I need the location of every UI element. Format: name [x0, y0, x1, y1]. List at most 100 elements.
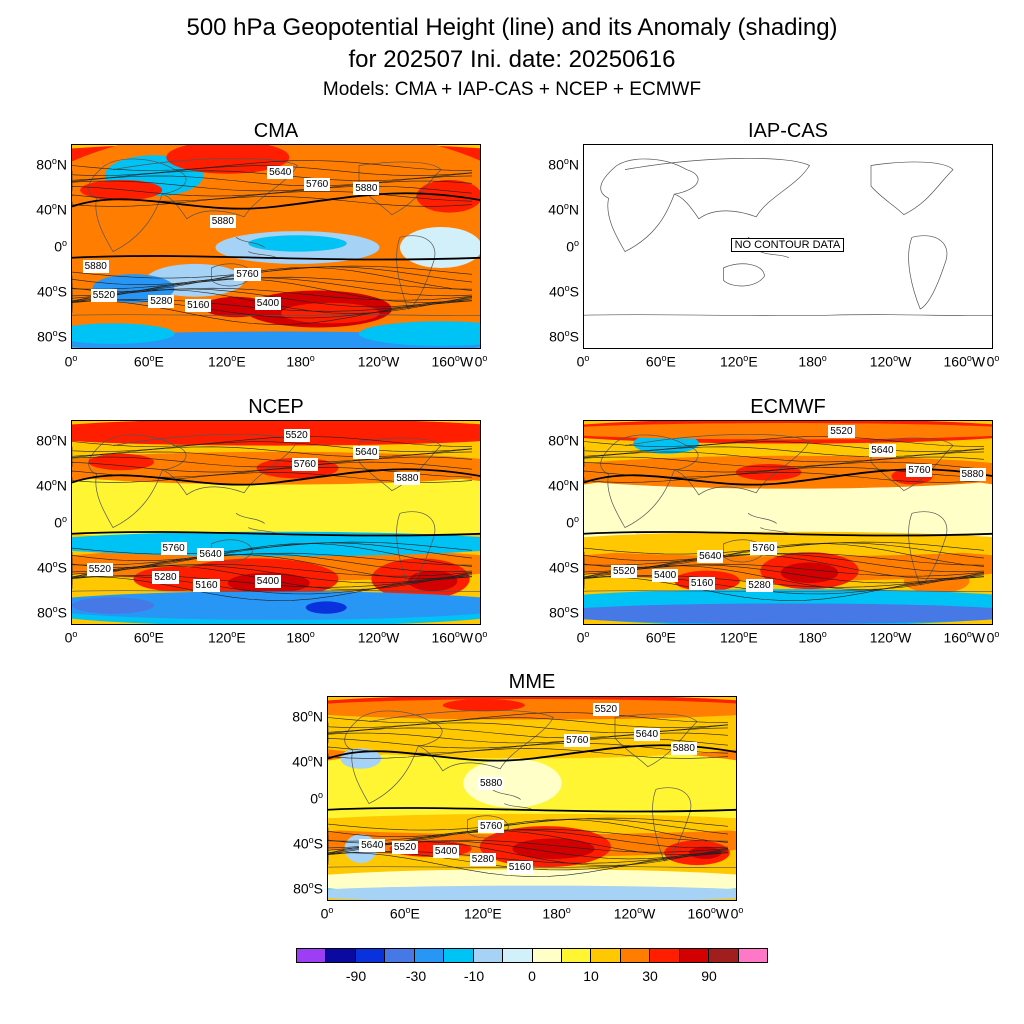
lat-tick-label: 0o: [54, 237, 67, 255]
lon-tick-label: 180o: [798, 629, 827, 646]
anomaly-shading-region: [735, 464, 802, 481]
lat-tick-label: 80oS: [37, 327, 67, 345]
colorbar-swatch: [591, 949, 621, 962]
contour-line-north-4: [584, 456, 985, 468]
contour-5880-north: [72, 468, 480, 486]
contour-line-north-7: [72, 196, 473, 207]
anomaly-shading-region: [72, 591, 480, 620]
colorbar-tick-label: 10: [583, 968, 599, 984]
anomaly-shading-region: [780, 562, 839, 583]
anomaly-shading-region: [328, 885, 736, 900]
colorbar-swatch: [532, 949, 562, 962]
contour-line-north-5: [72, 461, 473, 473]
contour-line-south-5: [72, 278, 473, 303]
lat-tick-label: 80oN: [548, 431, 579, 449]
lon-tick-label: 120oE: [207, 629, 246, 646]
anomaly-shading-region: [248, 235, 347, 252]
lat-tick-label: 40oN: [548, 200, 579, 218]
lon-tick-label: 120oW: [357, 629, 400, 646]
coastline-5: [72, 314, 480, 317]
contour-line-north-1: [328, 717, 729, 728]
height-contours: [72, 160, 480, 325]
map-panel-ecmwf: [583, 420, 993, 625]
contour-5880-south: [328, 807, 736, 813]
lon-tick-label: 0o: [986, 353, 1000, 370]
coastline-4: [467, 815, 509, 839]
lon-tick-label: 160oW: [431, 353, 474, 370]
coastline-1: [112, 433, 298, 496]
contour-label: 5880: [959, 468, 986, 482]
coastline-2: [358, 161, 442, 216]
contour-label: 5640: [633, 727, 661, 741]
colorbar-tick-label: 30: [642, 968, 658, 984]
anomaly-shading-region: [203, 296, 269, 318]
lon-tick-label: 60oE: [133, 629, 164, 646]
contour-line-north-0: [584, 436, 985, 447]
contour-line-south-1: [72, 542, 473, 561]
contour-5880-north: [72, 192, 480, 210]
contour-label: 5880: [394, 472, 421, 486]
lon-tick-label: 160oW: [943, 353, 986, 370]
colorbar-swatch: [355, 949, 386, 962]
contour-line-south-3: [72, 276, 473, 290]
lon-tick-label: 60oE: [133, 353, 164, 370]
contour-label: 5520: [592, 703, 620, 717]
anomaly-colorbar: [296, 948, 768, 963]
anomaly-shading-region: [584, 423, 992, 440]
contour-line-north-0: [72, 160, 473, 171]
colorbar-swatch: [620, 949, 651, 962]
panel-title-iap: IAP-CAS: [747, 120, 829, 142]
contour-label: 5760: [160, 542, 187, 556]
contour-label: 5880: [82, 260, 109, 273]
contour-line-south-5: [72, 554, 473, 579]
contour-line-south-7: [72, 288, 473, 308]
contour-line-south-2: [72, 543, 473, 568]
lat-tick-label: 80oN: [36, 155, 67, 173]
colorbar-swatch: [561, 949, 592, 962]
lat-tick-label: 80oS: [293, 879, 323, 897]
contour-label: 5880: [670, 742, 697, 756]
colorbar-swatch: [297, 949, 327, 962]
lon-tick-label: 60oE: [389, 905, 420, 922]
contour-label: 5280: [148, 294, 175, 308]
panel-title-ecmwf: ECMWF: [750, 396, 826, 418]
contour-label: 5880: [478, 777, 505, 791]
contour-5880-south: [584, 531, 992, 537]
lon-tick-label: 0o: [474, 353, 488, 370]
coastline-2: [358, 437, 442, 492]
lat-tick-label: 40oS: [549, 558, 579, 576]
contour-label: 5760: [750, 542, 777, 556]
contour-label: 5280: [152, 570, 179, 584]
coastline-3: [908, 235, 948, 310]
anomaly-shading-region: [305, 601, 347, 614]
lat-tick-label: 0o: [566, 237, 579, 255]
lon-tick-label: 60oE: [645, 629, 676, 646]
colorbar-tick-label: 90: [701, 968, 717, 984]
contour-line-north-4: [72, 180, 473, 192]
contour-label: 5760: [478, 820, 505, 834]
colorbar-tick-label: -90: [345, 968, 367, 984]
height-contours: [584, 436, 992, 601]
contour-line-south-1: [328, 818, 729, 837]
coastline-4: [723, 263, 765, 287]
lon-tick-label: 120oE: [463, 905, 502, 922]
anomaly-shading-region: [328, 717, 736, 759]
coastline-5: [584, 314, 992, 317]
lat-tick-label: 0o: [54, 513, 67, 531]
colorbar-swatch: [444, 949, 474, 962]
coastline-6: [235, 513, 278, 535]
contour-label: 5880: [353, 182, 380, 196]
anomaly-shading-region: [72, 470, 480, 544]
colorbar-swatch: [679, 949, 710, 962]
lon-tick-label: 160oW: [943, 629, 986, 646]
coastline-2: [870, 161, 954, 216]
contour-label: 5160: [688, 577, 716, 590]
lon-tick-label: 120oW: [869, 353, 912, 370]
lat-tick-label: 40oS: [37, 558, 67, 576]
lon-tick-label: 120oE: [207, 353, 246, 370]
contour-label: 5640: [697, 550, 724, 564]
contour-label: 5400: [652, 568, 679, 582]
anomaly-shading-region: [72, 323, 175, 344]
contour-label: 5880: [209, 214, 236, 228]
contour-line-south-10: [72, 575, 473, 595]
